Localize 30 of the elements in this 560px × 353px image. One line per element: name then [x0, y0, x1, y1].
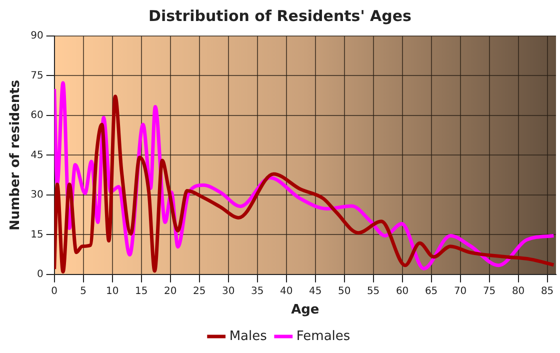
x-tick-label: 65: [424, 286, 438, 297]
y-tick-label: 45: [30, 150, 44, 161]
x-tick-label: 20: [164, 286, 177, 297]
x-tick-label: 5: [80, 286, 87, 297]
legend-label: Males: [229, 328, 268, 344]
x-axis-title: Age: [291, 302, 320, 318]
x-tick-label: 15: [134, 286, 148, 297]
x-tick-label: 0: [51, 286, 58, 297]
chart-title: Distribution of Residents' Ages: [148, 6, 412, 25]
x-tick-label: 60: [396, 286, 409, 297]
x-tick-label: 70: [454, 286, 467, 297]
y-tick-label: 60: [30, 110, 44, 122]
y-tick-label: 30: [30, 190, 44, 201]
x-tick-label: 10: [106, 286, 119, 297]
x-tick-label: 55: [366, 286, 380, 297]
x-tick-label: 80: [512, 286, 525, 297]
x-tick-label: 75: [482, 286, 496, 297]
x-tick-label: 40: [280, 286, 293, 297]
x-tick-label: 25: [192, 286, 206, 297]
x-tick-label: 85: [540, 286, 554, 297]
x-tick-label: 50: [338, 286, 351, 297]
x-tick-label: 45: [308, 286, 322, 297]
y-axis-title: Number of residents: [8, 80, 24, 231]
y-tick-label: 75: [30, 70, 44, 82]
legend-label: Females: [296, 328, 350, 344]
y-tick-label: 15: [30, 229, 44, 240]
x-tick-label: 35: [250, 286, 264, 297]
x-tick-label: 30: [222, 286, 235, 297]
y-tick-label: 90: [30, 30, 44, 42]
y-tick-label: 0: [36, 268, 44, 280]
